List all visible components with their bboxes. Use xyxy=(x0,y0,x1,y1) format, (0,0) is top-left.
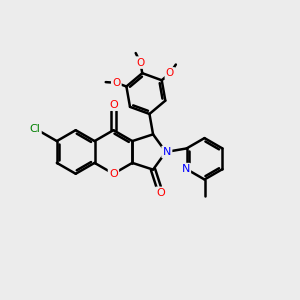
Text: O: O xyxy=(136,58,145,68)
Text: Cl: Cl xyxy=(29,124,40,134)
Text: N: N xyxy=(182,164,190,174)
Text: O: O xyxy=(109,169,118,179)
Text: O: O xyxy=(156,188,165,198)
Text: O: O xyxy=(112,78,120,88)
Text: O: O xyxy=(166,68,174,78)
Text: O: O xyxy=(109,100,118,110)
Text: N: N xyxy=(163,147,171,157)
